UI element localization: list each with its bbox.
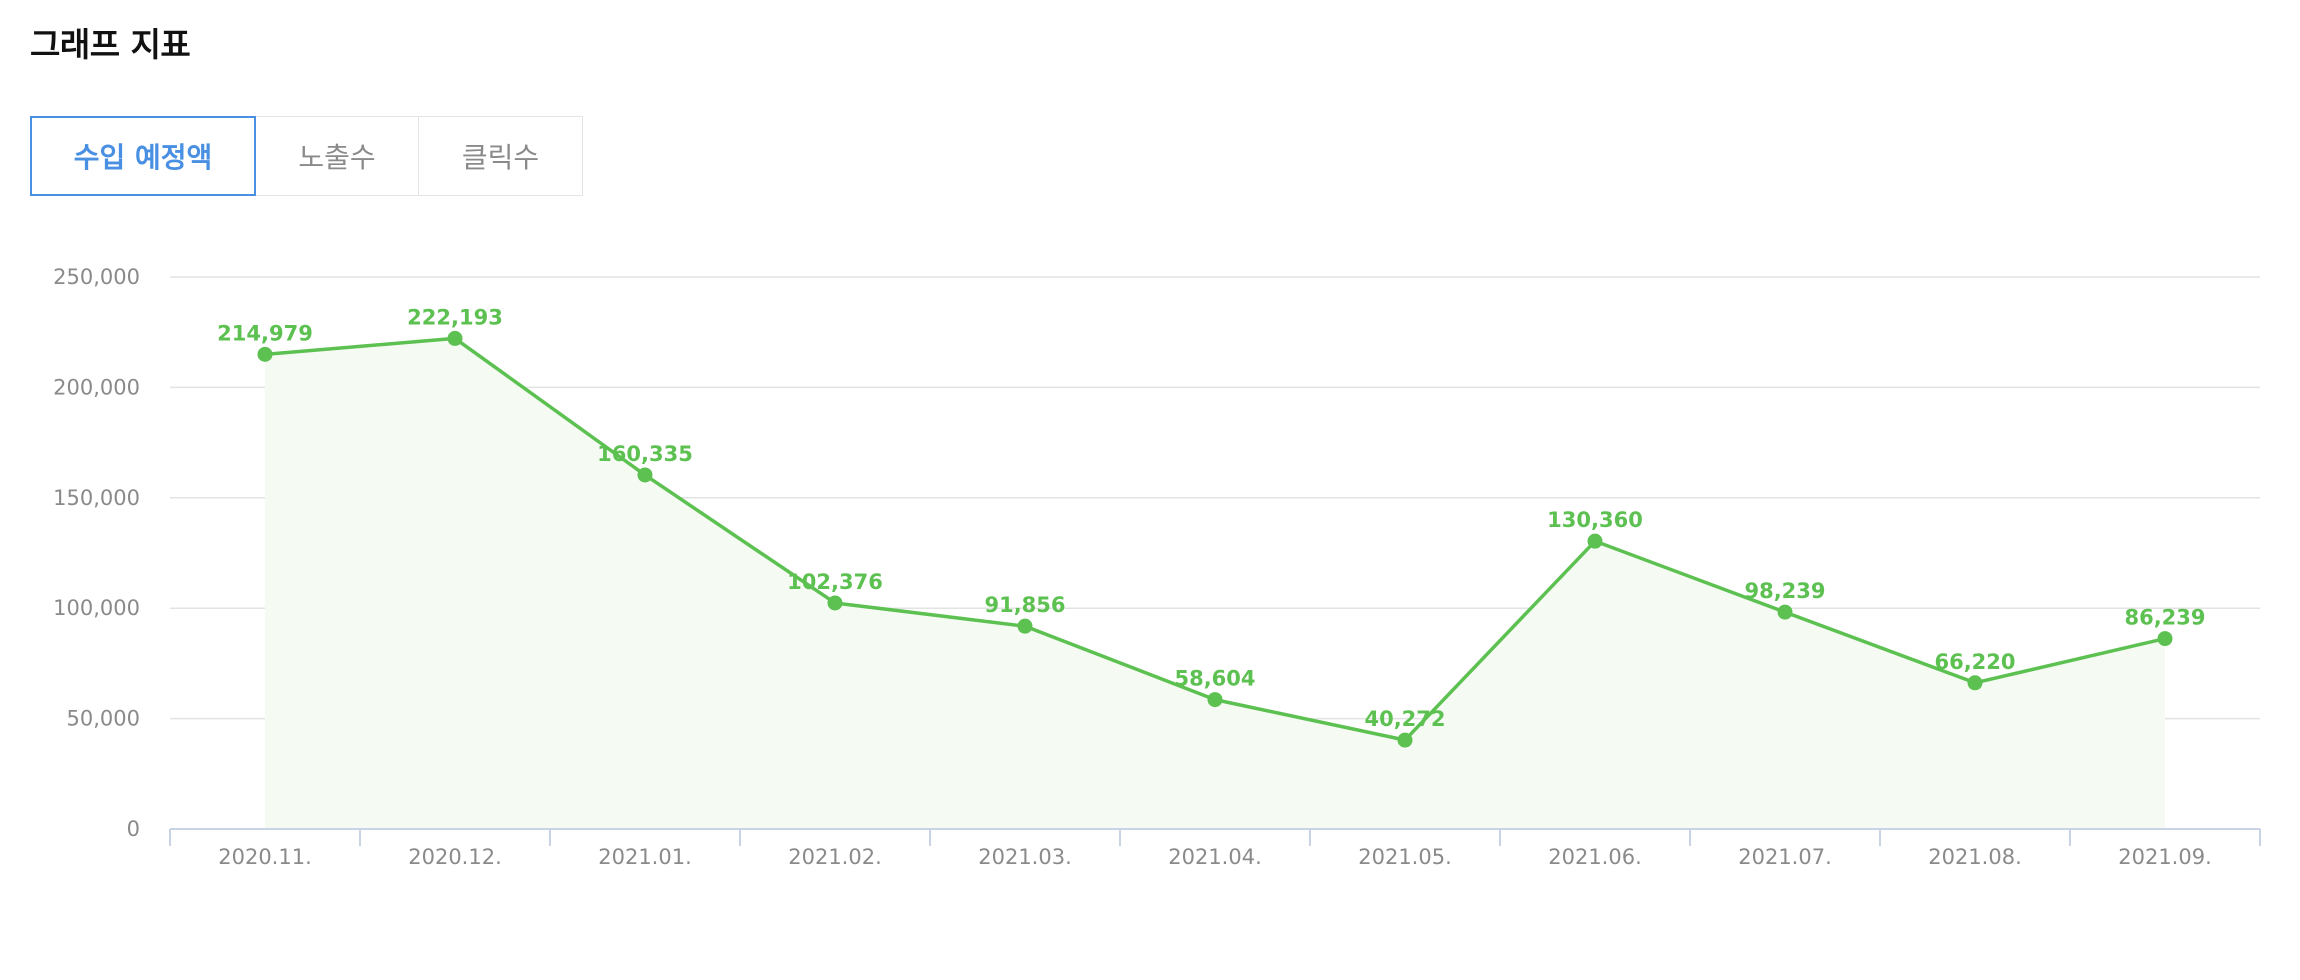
x-tick-label: 2021.07. (1738, 845, 1832, 869)
area-fill (265, 338, 2165, 829)
metric-tabs: 수입 예정액 노출수 클릭수 (30, 116, 583, 196)
y-tick-label: 200,000 (53, 375, 140, 399)
data-label: 102,376 (787, 570, 883, 594)
data-points (257, 330, 2173, 748)
data-label: 98,239 (1744, 579, 1825, 603)
y-tick-label: 100,000 (53, 596, 140, 620)
tab-clicks[interactable]: 클릭수 (418, 116, 583, 196)
x-tick-label: 2021.03. (978, 845, 1072, 869)
x-axis (169, 828, 2261, 846)
x-tick-label: 2021.05. (1358, 845, 1452, 869)
data-label: 86,239 (2124, 606, 2205, 630)
data-point (1207, 692, 1223, 708)
y-tick-label: 50,000 (67, 707, 140, 731)
x-tick-label: 2021.04. (1168, 845, 1262, 869)
y-tick-label: 250,000 (53, 265, 140, 289)
data-label: 222,193 (407, 305, 503, 329)
data-label: 58,604 (1174, 667, 1255, 691)
x-tick-label: 2021.01. (598, 845, 692, 869)
data-point (827, 595, 843, 611)
data-point (447, 330, 463, 346)
area-path (265, 338, 2165, 829)
x-axis-labels: 2020.11. 2020.12. 2021.01. 2021.02. 2021.03.… (218, 845, 2212, 869)
y-tick-label: 150,000 (53, 486, 140, 510)
data-point (1587, 533, 1603, 549)
data-point (257, 346, 273, 362)
data-labels: 214,979 222,193 160,335 102,376 91,856 58,604… (217, 305, 2205, 731)
x-tick-label: 2020.12. (408, 845, 502, 869)
data-label: 91,856 (984, 593, 1065, 617)
data-point (637, 467, 653, 483)
data-label: 160,335 (597, 442, 693, 466)
data-point (1967, 675, 1983, 691)
x-tick-label: 2021.06. (1548, 845, 1642, 869)
x-tick-label: 2021.08. (1928, 845, 2022, 869)
data-point (1777, 604, 1793, 620)
data-point (2157, 631, 2173, 647)
y-tick-label: 0 (127, 817, 140, 841)
data-point (1397, 732, 1413, 748)
tab-expected-revenue[interactable]: 수입 예정액 (30, 116, 256, 196)
data-label: 130,360 (1547, 508, 1643, 532)
data-point (1017, 618, 1033, 634)
data-label: 66,220 (1934, 650, 2015, 674)
x-tick-label: 2021.09. (2118, 845, 2212, 869)
x-tick-label: 2021.02. (788, 845, 882, 869)
data-label: 214,979 (217, 321, 313, 345)
y-axis-labels: 0 50,000 100,000 150,000 200,000 250,000 (53, 265, 140, 841)
data-label: 40,272 (1364, 707, 1445, 731)
x-tick-label: 2020.11. (218, 845, 312, 869)
page-title: 그래프 지표 (30, 25, 191, 64)
